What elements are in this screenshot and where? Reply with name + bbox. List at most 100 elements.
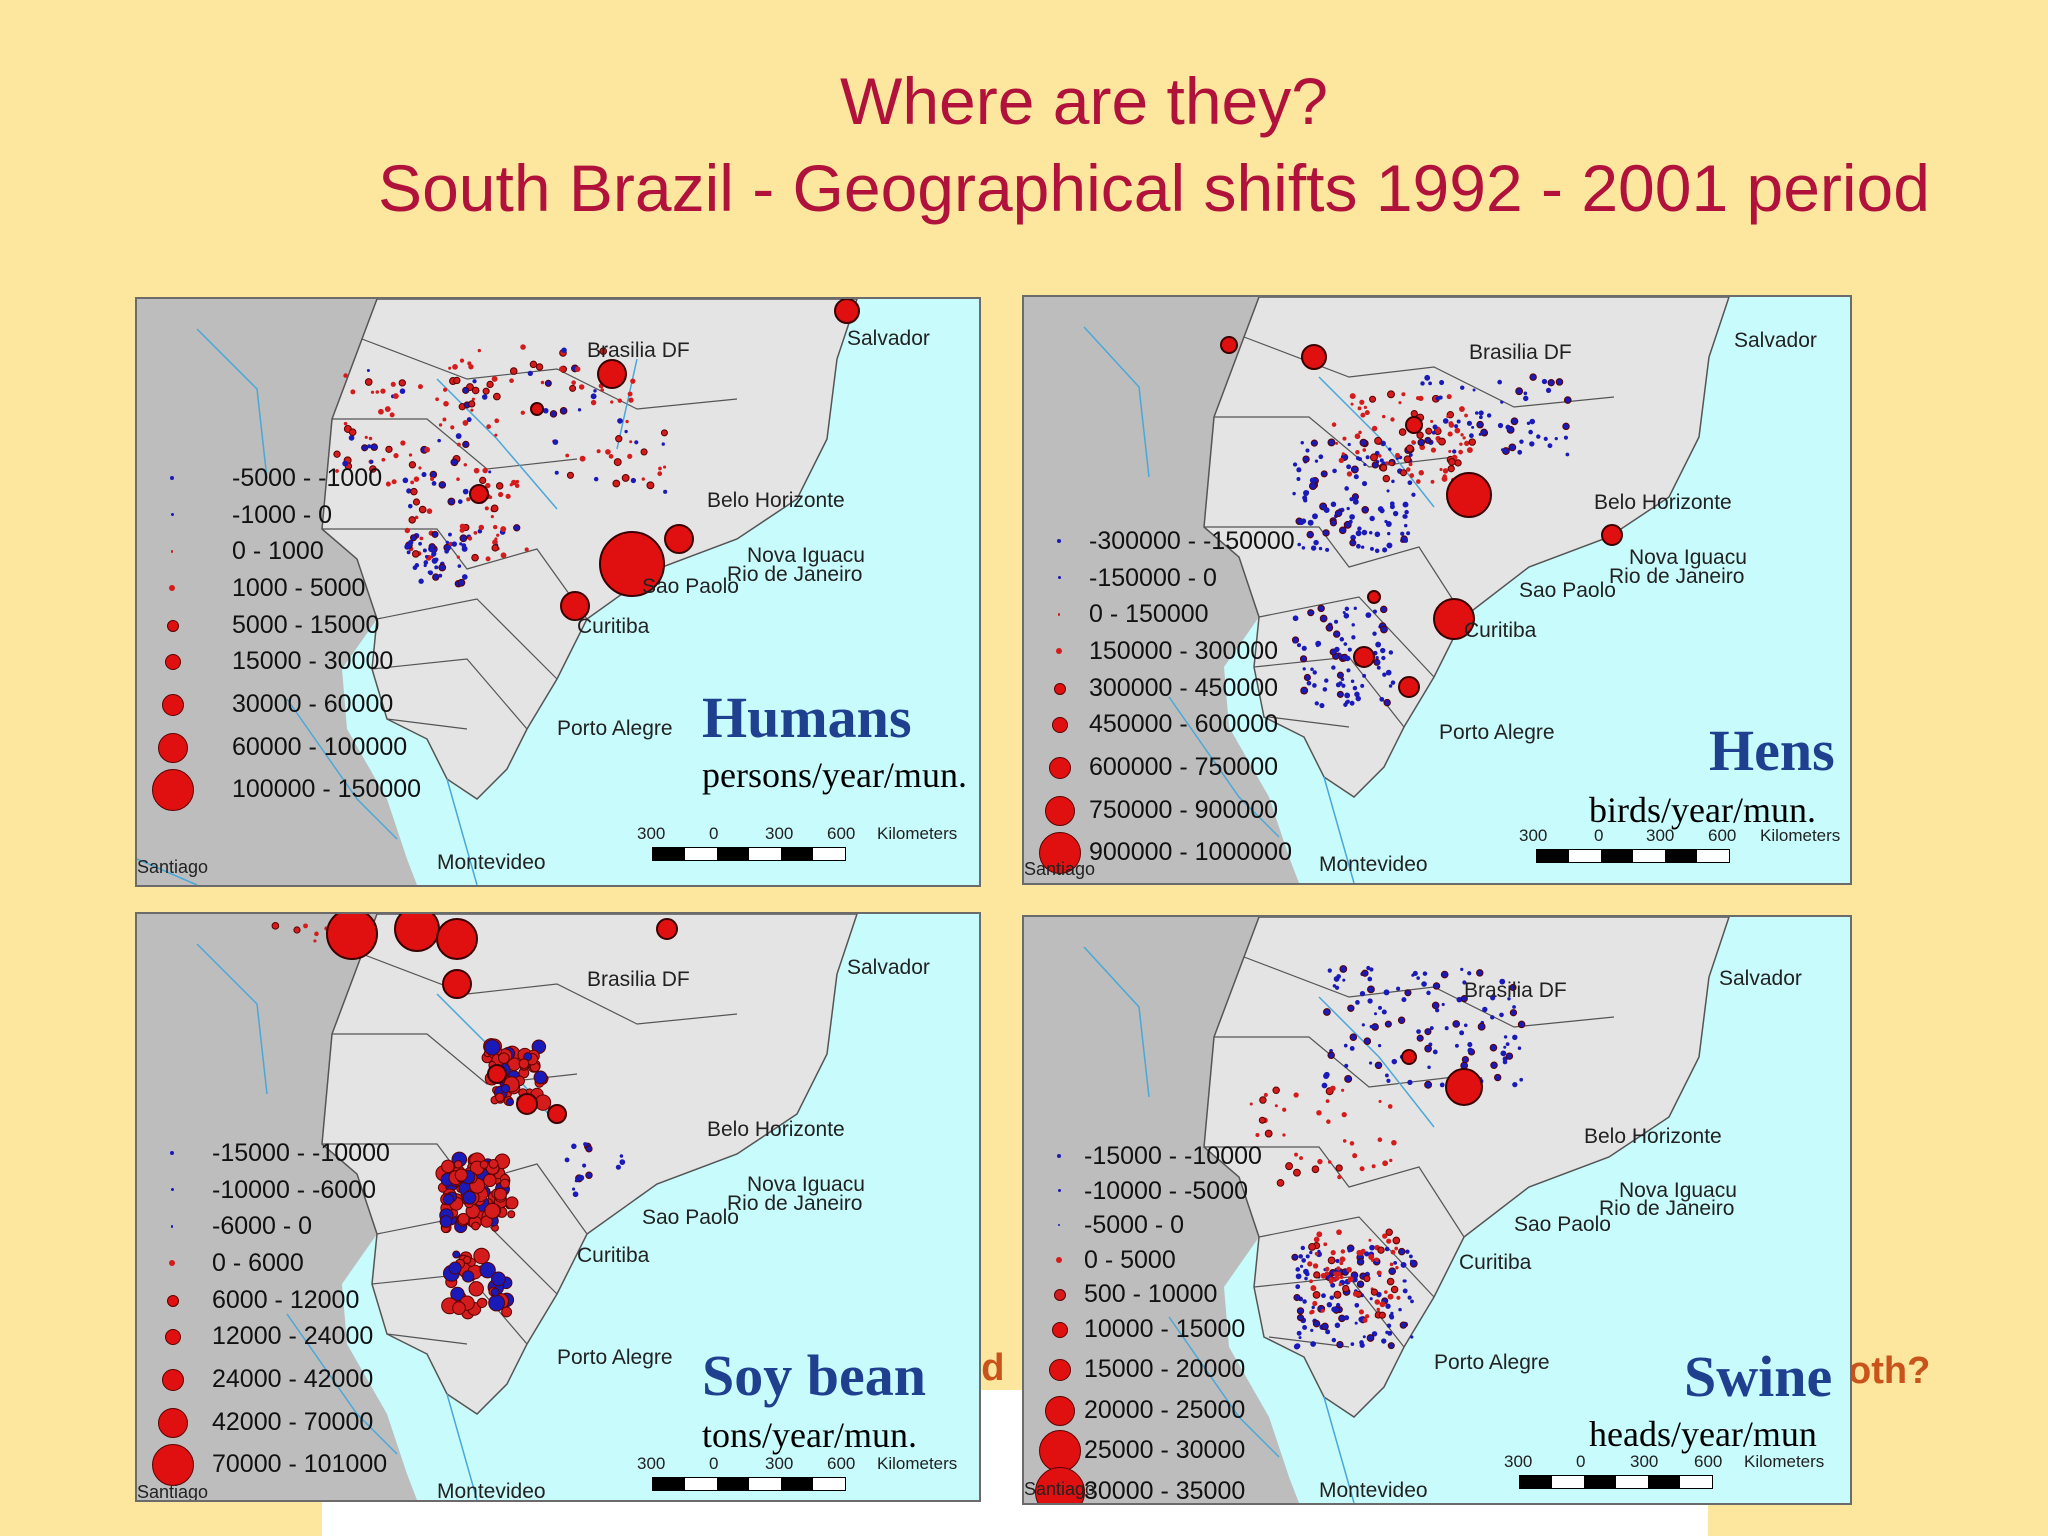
data-point [1325, 1099, 1330, 1103]
city-brasilia: Brasilia DF [1469, 341, 1572, 364]
data-point [1489, 1043, 1498, 1052]
data-point [596, 449, 601, 454]
data-point [566, 471, 575, 479]
data-point [438, 423, 443, 427]
data-point [1425, 427, 1433, 435]
data-point [1355, 1000, 1360, 1005]
data-point [410, 487, 418, 496]
data-point [413, 476, 420, 482]
data-point [1357, 406, 1362, 411]
city-sao-paolo: Sao Paolo [642, 575, 739, 598]
data-point [399, 388, 406, 394]
data-point [1363, 463, 1367, 467]
data-point [1334, 985, 1340, 990]
data-point [1344, 655, 1351, 662]
data-point [1563, 396, 1572, 404]
data-point [1292, 491, 1296, 496]
data-point [590, 393, 597, 400]
data-point [1384, 1246, 1390, 1252]
data-point [625, 419, 629, 424]
data-point [1554, 437, 1558, 441]
data-point-large [1405, 416, 1423, 434]
data-point [1385, 1303, 1391, 1309]
map-title-humans: Humans [702, 685, 912, 750]
legend-label: 100000 - 150000 [232, 775, 422, 804]
legend-symbol [1056, 1256, 1062, 1263]
data-point [422, 548, 427, 553]
data-point [1298, 1336, 1302, 1340]
data-point [641, 477, 645, 481]
data-point [459, 527, 465, 533]
data-point [1368, 1061, 1373, 1065]
data-point [1467, 1047, 1474, 1054]
data-point [1377, 1005, 1382, 1010]
data-point [627, 453, 633, 459]
data-point [1346, 668, 1351, 673]
data-point [1332, 468, 1337, 474]
data-point [1387, 1293, 1394, 1300]
data-point [1467, 971, 1472, 976]
data-point [466, 497, 471, 502]
data-point [1349, 1046, 1355, 1051]
data-point [1402, 1279, 1406, 1283]
city-montevideo: Montevideo [437, 1480, 546, 1502]
data-point [1346, 471, 1353, 477]
data-point [627, 391, 633, 397]
data-point [1356, 1258, 1365, 1266]
data-point [1362, 1317, 1368, 1323]
data-point [1341, 1088, 1345, 1092]
data-point-large [664, 524, 694, 554]
data-point [1321, 1082, 1328, 1089]
city-montevideo: Montevideo [437, 851, 546, 874]
legend-symbol [1057, 576, 1061, 580]
data-point [1338, 457, 1344, 464]
data-point [1410, 1299, 1414, 1304]
data-point [1408, 462, 1413, 467]
data-point [1474, 411, 1479, 415]
legend-symbol [1052, 1321, 1068, 1338]
data-point [1404, 989, 1412, 997]
data-point [495, 1092, 505, 1103]
data-point [1547, 379, 1555, 387]
data-point-large [487, 1064, 507, 1084]
data-point [1421, 981, 1427, 987]
data-point [1371, 1164, 1376, 1169]
data-point [1490, 995, 1496, 1001]
data-point [431, 530, 439, 538]
data-point [1327, 968, 1332, 973]
data-point [402, 477, 409, 484]
data-point [1327, 438, 1336, 447]
data-point [1342, 436, 1347, 441]
data-point [1476, 969, 1484, 977]
data-point [1332, 984, 1337, 988]
data-point [1282, 1107, 1287, 1112]
data-point-large [656, 918, 678, 940]
city-salvador: Salvador [1734, 329, 1817, 352]
data-point [1377, 506, 1384, 512]
data-point [505, 493, 511, 499]
data-point [540, 380, 545, 385]
data-point [1424, 1028, 1432, 1036]
data-point [612, 479, 621, 488]
data-point [1344, 486, 1349, 491]
data-point [1387, 1330, 1393, 1336]
data-point [408, 453, 413, 457]
legend-symbol [167, 1294, 179, 1307]
data-point [385, 481, 391, 487]
data-point [1299, 1156, 1303, 1160]
data-point [1348, 519, 1353, 524]
data-point [1322, 529, 1330, 537]
data-point [1330, 1282, 1336, 1288]
data-point [1361, 1023, 1365, 1027]
data-point [490, 1287, 500, 1297]
data-point [466, 417, 472, 423]
data-point [1464, 413, 1468, 418]
city-porto-alegre: Porto Alegre [1439, 721, 1555, 744]
map-title-soy-bean: Soy bean [702, 1343, 927, 1408]
scale-bar [652, 847, 846, 861]
data-point [1322, 687, 1328, 692]
map-swine: -15000 - -10000 -10000 - -5000 -5000 - 0 0 … [1022, 915, 1852, 1505]
data-point [1397, 1247, 1406, 1256]
scale-label-300: 300 [765, 1454, 794, 1473]
data-point [505, 1097, 515, 1107]
